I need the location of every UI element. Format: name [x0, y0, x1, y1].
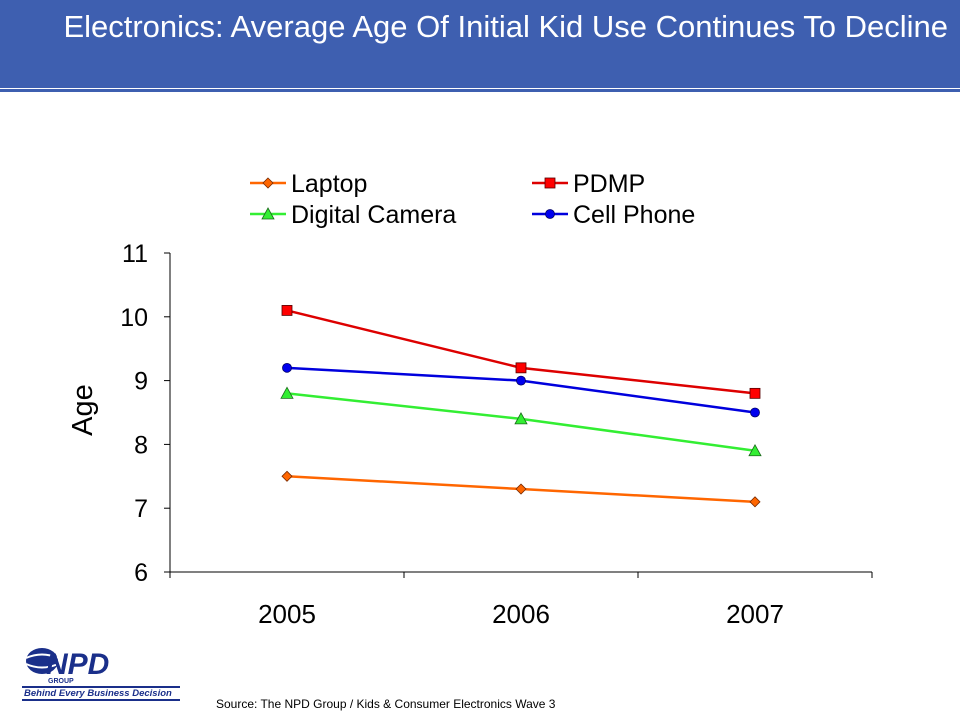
data-point — [749, 496, 761, 508]
y-tick-label: 9 — [134, 368, 148, 396]
data-point — [750, 407, 760, 418]
title-banner: Electronics: Average Age Of Initial Kid … — [0, 0, 960, 88]
data-point — [749, 387, 761, 399]
legend-label: Laptop — [291, 170, 367, 198]
data-point — [281, 470, 293, 482]
logo-tagline: Behind Every Business Decision — [24, 688, 172, 699]
y-tick-label: 6 — [134, 559, 148, 587]
data-point — [748, 443, 762, 457]
data-point — [515, 483, 527, 495]
page-title: Electronics: Average Age Of Initial Kid … — [63, 9, 948, 44]
legend-marker — [262, 177, 274, 189]
npd-logo: NPD GROUP Behind Every Business Decision — [22, 648, 180, 701]
logo-brand: NPD — [46, 648, 109, 681]
legend-label: Digital Camera — [291, 201, 456, 229]
y-axis-title: Age — [67, 384, 99, 436]
data-point — [280, 386, 294, 399]
source-note: Source: The NPD Group / Kids & Consumer … — [216, 697, 556, 711]
title-divider — [0, 89, 960, 92]
legend-label: PDMP — [573, 170, 645, 198]
legend-marker — [544, 177, 556, 189]
globe-icon — [25, 648, 59, 674]
legend-label: Cell Phone — [573, 201, 695, 229]
legend-marker — [261, 207, 275, 220]
data-point — [516, 375, 526, 386]
y-tick-label: 7 — [134, 495, 148, 523]
series-line-cell-phone — [286, 366, 756, 414]
x-tick-label: 2007 — [726, 599, 784, 629]
y-tick-label: 11 — [122, 240, 148, 268]
data-point — [515, 362, 527, 374]
data-point — [514, 412, 528, 425]
x-tick-label: 2006 — [492, 599, 550, 629]
y-tick-label: 10 — [120, 304, 148, 332]
x-tick-label: 2005 — [258, 599, 316, 629]
data-point — [282, 362, 292, 373]
data-point — [281, 305, 293, 316]
y-tick-label: 8 — [134, 431, 148, 459]
logo-sub: GROUP — [48, 678, 74, 685]
legend-marker — [545, 209, 555, 219]
